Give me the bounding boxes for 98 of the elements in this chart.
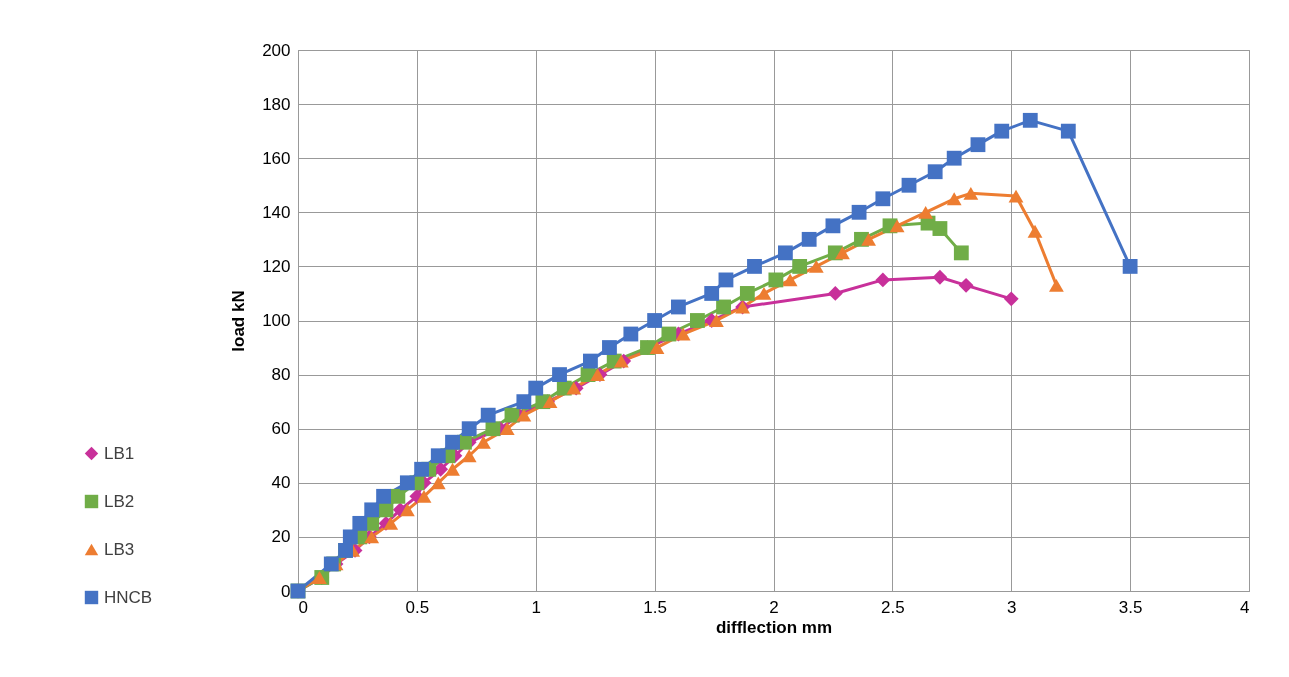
point <box>801 231 817 247</box>
x-tick-label: 3 <box>1007 597 1017 617</box>
point <box>875 272 891 288</box>
point <box>399 503 415 517</box>
point <box>958 277 974 293</box>
y-tick-label: 180 <box>262 94 291 114</box>
point <box>932 221 948 236</box>
y-tick-label: 0 <box>281 581 291 601</box>
legend-label: LB1 <box>104 443 135 463</box>
point <box>376 488 392 504</box>
point <box>1122 258 1138 274</box>
y-tick-label: 160 <box>262 148 291 168</box>
point <box>739 286 755 301</box>
point <box>747 258 762 274</box>
point <box>782 273 798 287</box>
point <box>516 394 532 410</box>
point <box>649 341 665 354</box>
point <box>430 476 446 490</box>
point <box>825 218 841 234</box>
point <box>430 448 446 464</box>
point <box>1049 278 1064 292</box>
point <box>690 313 705 328</box>
x-tick-label: 0 <box>298 597 308 617</box>
x-tick-label: 2.5 <box>881 597 905 617</box>
point <box>445 462 460 476</box>
point <box>390 488 406 504</box>
y-tick-label: 40 <box>271 473 291 493</box>
y-tick-label: 140 <box>262 202 291 222</box>
point <box>1022 112 1038 128</box>
point <box>963 186 979 200</box>
point <box>414 461 430 477</box>
y-tick-label: 120 <box>262 256 291 276</box>
legend-label: LB2 <box>104 491 135 511</box>
point <box>861 232 877 246</box>
point <box>383 516 399 530</box>
point <box>661 326 677 342</box>
point <box>768 272 784 288</box>
x-tick-label: 0.5 <box>405 597 430 617</box>
y-tick-label: 100 <box>262 311 291 330</box>
point <box>461 421 477 437</box>
point <box>480 407 496 423</box>
point <box>932 269 948 285</box>
point <box>946 150 962 166</box>
point <box>623 326 639 342</box>
point <box>647 313 663 328</box>
point <box>675 327 691 341</box>
point <box>927 164 943 180</box>
point <box>670 299 686 315</box>
point <box>476 435 491 449</box>
point <box>1027 224 1043 238</box>
legend-label: LB3 <box>104 539 135 559</box>
x-axis-title: difflection mm <box>715 617 833 637</box>
point <box>552 367 567 383</box>
point <box>528 380 544 396</box>
x-tick-label: 4 <box>1240 597 1250 617</box>
point <box>827 286 843 301</box>
point <box>792 258 808 274</box>
y-tick-label: 20 <box>271 527 291 547</box>
point <box>716 299 731 315</box>
point <box>416 489 432 503</box>
point <box>704 286 720 301</box>
point <box>709 314 724 327</box>
point <box>364 502 380 518</box>
point <box>445 434 460 450</box>
point <box>851 204 867 220</box>
point <box>777 245 793 261</box>
y-tick-label: 80 <box>271 365 291 385</box>
x-tick-label: 1 <box>531 597 541 617</box>
x-tick-label: 3.5 <box>1118 597 1143 617</box>
point <box>504 407 520 423</box>
x-tick-label: 2 <box>769 597 779 617</box>
point <box>875 191 891 207</box>
point <box>1008 189 1024 203</box>
point <box>583 353 598 369</box>
point <box>602 340 617 355</box>
point <box>1003 291 1019 307</box>
legend-label: HNCB <box>104 587 153 607</box>
point <box>918 205 934 219</box>
point <box>953 245 969 261</box>
point <box>889 219 905 233</box>
point <box>499 422 515 436</box>
x-tick-label: 1.5 <box>643 597 667 617</box>
point <box>756 287 772 300</box>
point <box>516 408 532 422</box>
y-tick-label: 60 <box>271 419 291 439</box>
y-tick-label: 200 <box>262 40 291 60</box>
point <box>399 475 415 491</box>
point <box>901 177 917 193</box>
point <box>946 192 962 206</box>
point <box>994 123 1010 139</box>
point <box>352 515 368 531</box>
y-axis-title: load kN <box>229 290 249 352</box>
point <box>835 246 850 260</box>
point <box>970 137 986 153</box>
point <box>461 449 477 463</box>
point <box>1060 123 1076 139</box>
point <box>342 529 358 545</box>
point <box>808 259 824 273</box>
